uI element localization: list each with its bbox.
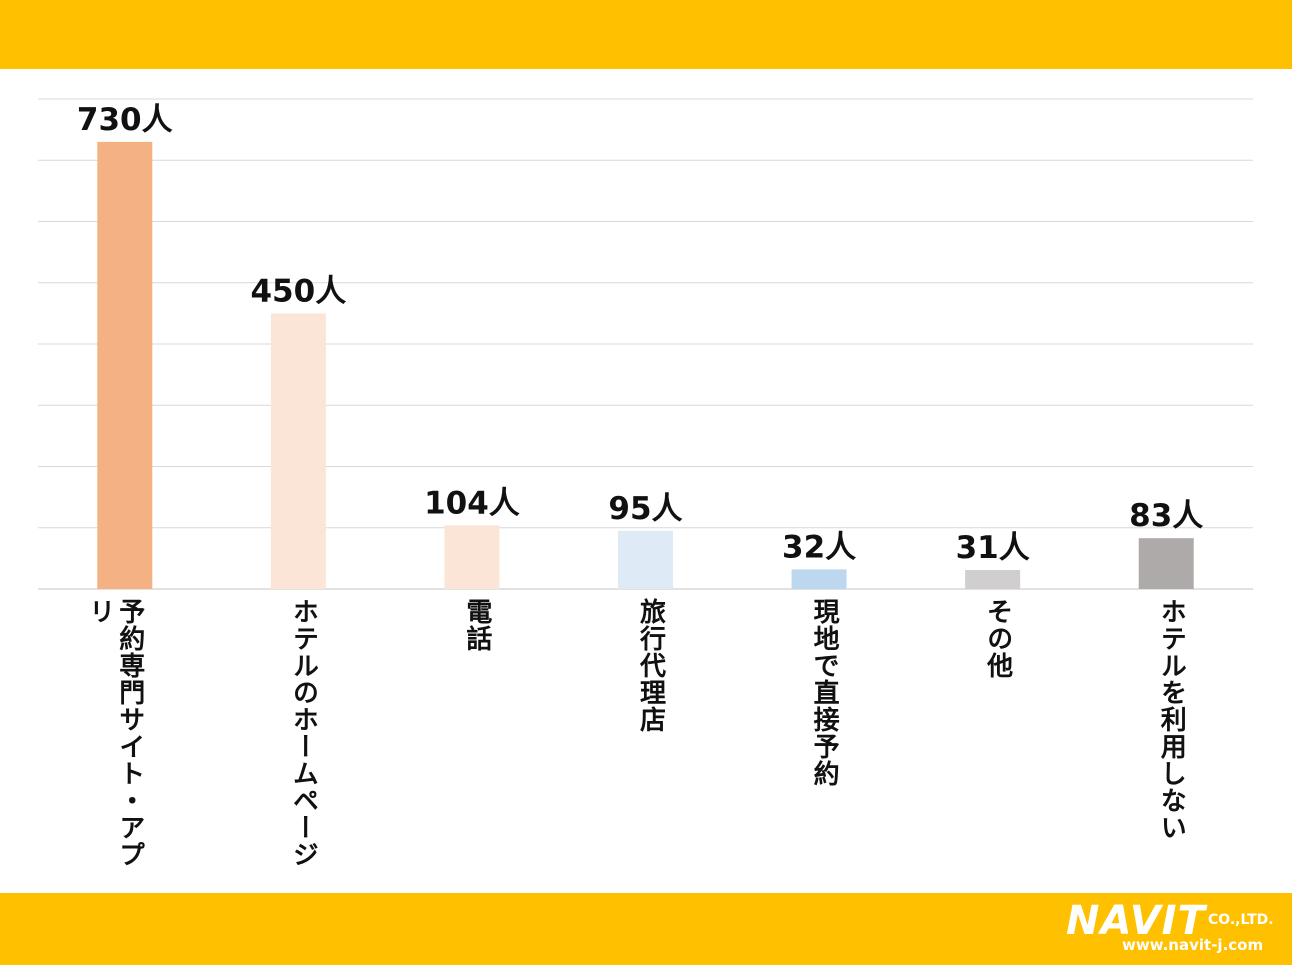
category-label: 旅行代理店 [635,598,666,733]
bar [965,570,1021,589]
bar [1138,538,1194,589]
value-label: 450人 [250,273,346,309]
value-label: 730人 [77,102,173,138]
bar [270,313,326,589]
bar [97,141,153,589]
category-label: ホテルを利用しない [1156,598,1187,841]
value-labels: 730人 450人 104人 95人 32人 31人 83人 [77,102,1203,566]
value-label: 95人 [608,491,682,527]
brand-url: www.navit-j.com [1122,936,1264,954]
value-label: 104人 [424,485,520,521]
bars [97,141,1194,589]
bar [618,530,673,589]
value-label: 32人 [782,529,856,565]
brand-name: NAVIT [1066,898,1206,944]
category-label: ホテルのホームページ [288,598,319,868]
bottom-band [0,893,1292,965]
category-label: 予約専門サイト・アプリ [84,598,145,868]
top-band [0,0,1292,69]
grid-lines [38,98,1253,590]
bar [791,569,847,589]
category-label: 電話 [461,598,492,652]
value-label: 83人 [1129,498,1203,534]
value-label: 31人 [956,530,1030,566]
navit-logo: NAVIT CO.,LTD. www.navit-j.com [1066,898,1282,960]
bar [444,525,500,589]
category-label: その他 [982,598,1013,679]
category-label: 現地で直接予約 [809,598,840,787]
brand-suffix: CO.,LTD. [1208,912,1274,928]
